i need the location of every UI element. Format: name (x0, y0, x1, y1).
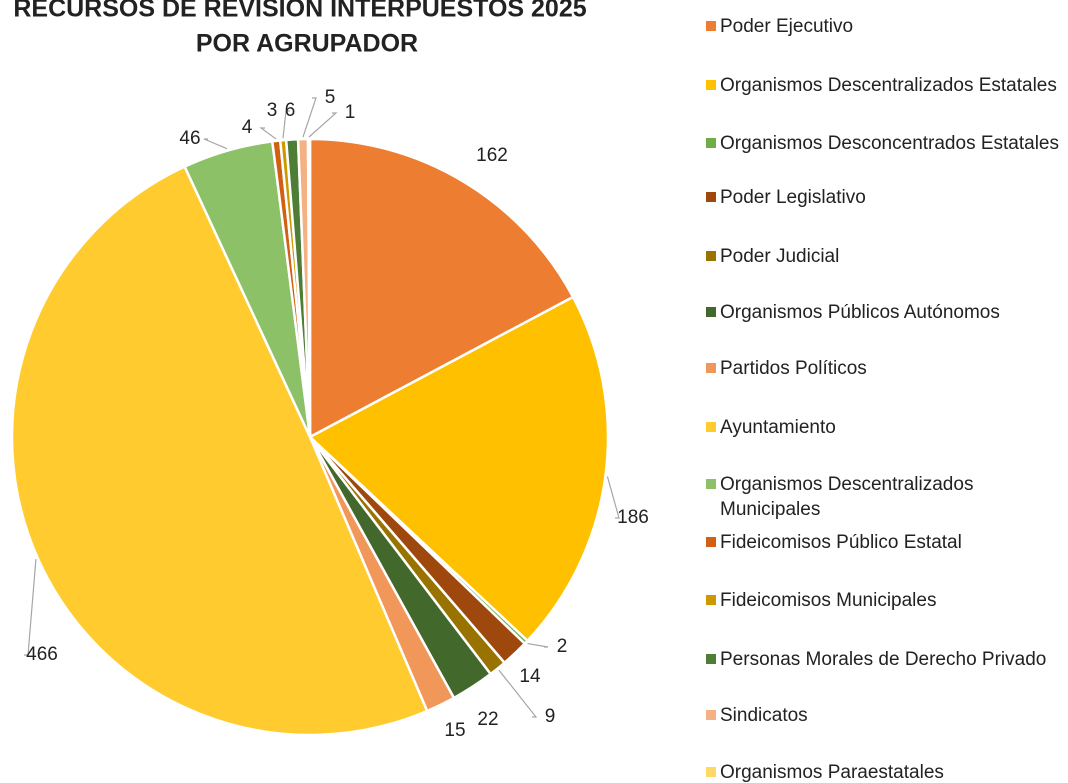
legend-label: Organismos Paraestatales (720, 761, 944, 783)
data-label: 46 (179, 128, 200, 149)
legend-swatch (706, 537, 716, 547)
leader-line (282, 110, 290, 139)
legend-label: Poder Ejecutivo (720, 15, 854, 37)
data-label: 4 (242, 117, 253, 138)
data-label: 466 (26, 644, 58, 665)
legend-label: Fideicomisos Público Estatal (720, 531, 962, 553)
data-label: 1 (345, 102, 356, 123)
leader-line (498, 669, 538, 718)
leader-line (302, 97, 317, 138)
legend-label: Organismos Públicos Autónomos (720, 301, 1000, 323)
data-label: 6 (285, 100, 296, 121)
legend-label: Organismos Desconcentrados Estatales (720, 132, 1059, 154)
legend-swatch (706, 479, 716, 489)
legend-label: Ayuntamiento (720, 416, 836, 438)
legend-label: Personas Morales de Derecho Privado (720, 648, 1047, 670)
legend-swatch (706, 307, 716, 317)
legend-label: Fideicomisos Municipales (720, 589, 937, 611)
pie-slice (306, 137, 312, 438)
chart-subtitle: POR AGRUPADOR (196, 30, 418, 58)
leader-line (203, 138, 228, 150)
data-label: 9 (545, 706, 556, 727)
data-label: 15 (444, 720, 465, 741)
data-label: 14 (519, 666, 541, 687)
legend-swatch (706, 767, 716, 777)
chart-title: RECURSOS DE REVISION INTERPUESTOS 2025 (13, 0, 586, 23)
legend-label: Partidos Políticos (720, 357, 867, 379)
legend-swatch (706, 192, 716, 202)
legend-label: Organismos Descentralizados Municipales (720, 473, 974, 520)
legend-label: Poder Judicial (720, 245, 840, 267)
legend-swatch (706, 138, 716, 148)
data-label: 2 (557, 636, 568, 657)
data-label: 5 (325, 87, 336, 108)
legend-swatch (706, 422, 716, 432)
legend-swatch (706, 251, 716, 261)
legend-swatch (706, 595, 716, 605)
leader-line (259, 127, 277, 140)
data-label: 186 (617, 507, 649, 528)
legend-label: Poder Legislativo (720, 186, 866, 208)
pie-slice (307, 295, 610, 643)
legend-swatch (706, 654, 716, 664)
pie-slice (308, 137, 575, 440)
data-label: 3 (267, 100, 278, 121)
legend-swatch (706, 710, 716, 720)
data-label: 22 (477, 709, 498, 730)
leader-line (24, 559, 37, 656)
leader-line (606, 476, 620, 519)
data-label: 162 (476, 145, 508, 166)
legend-label: Sindicatos (720, 704, 808, 726)
legend-label: Organismos Descentralizados Estatales (720, 74, 1057, 96)
leader-line (308, 112, 338, 138)
leader-line (527, 642, 549, 648)
legend-swatch (706, 21, 716, 31)
legend-swatch (706, 363, 716, 373)
legend-swatch (706, 80, 716, 90)
pie-slice (10, 164, 429, 737)
